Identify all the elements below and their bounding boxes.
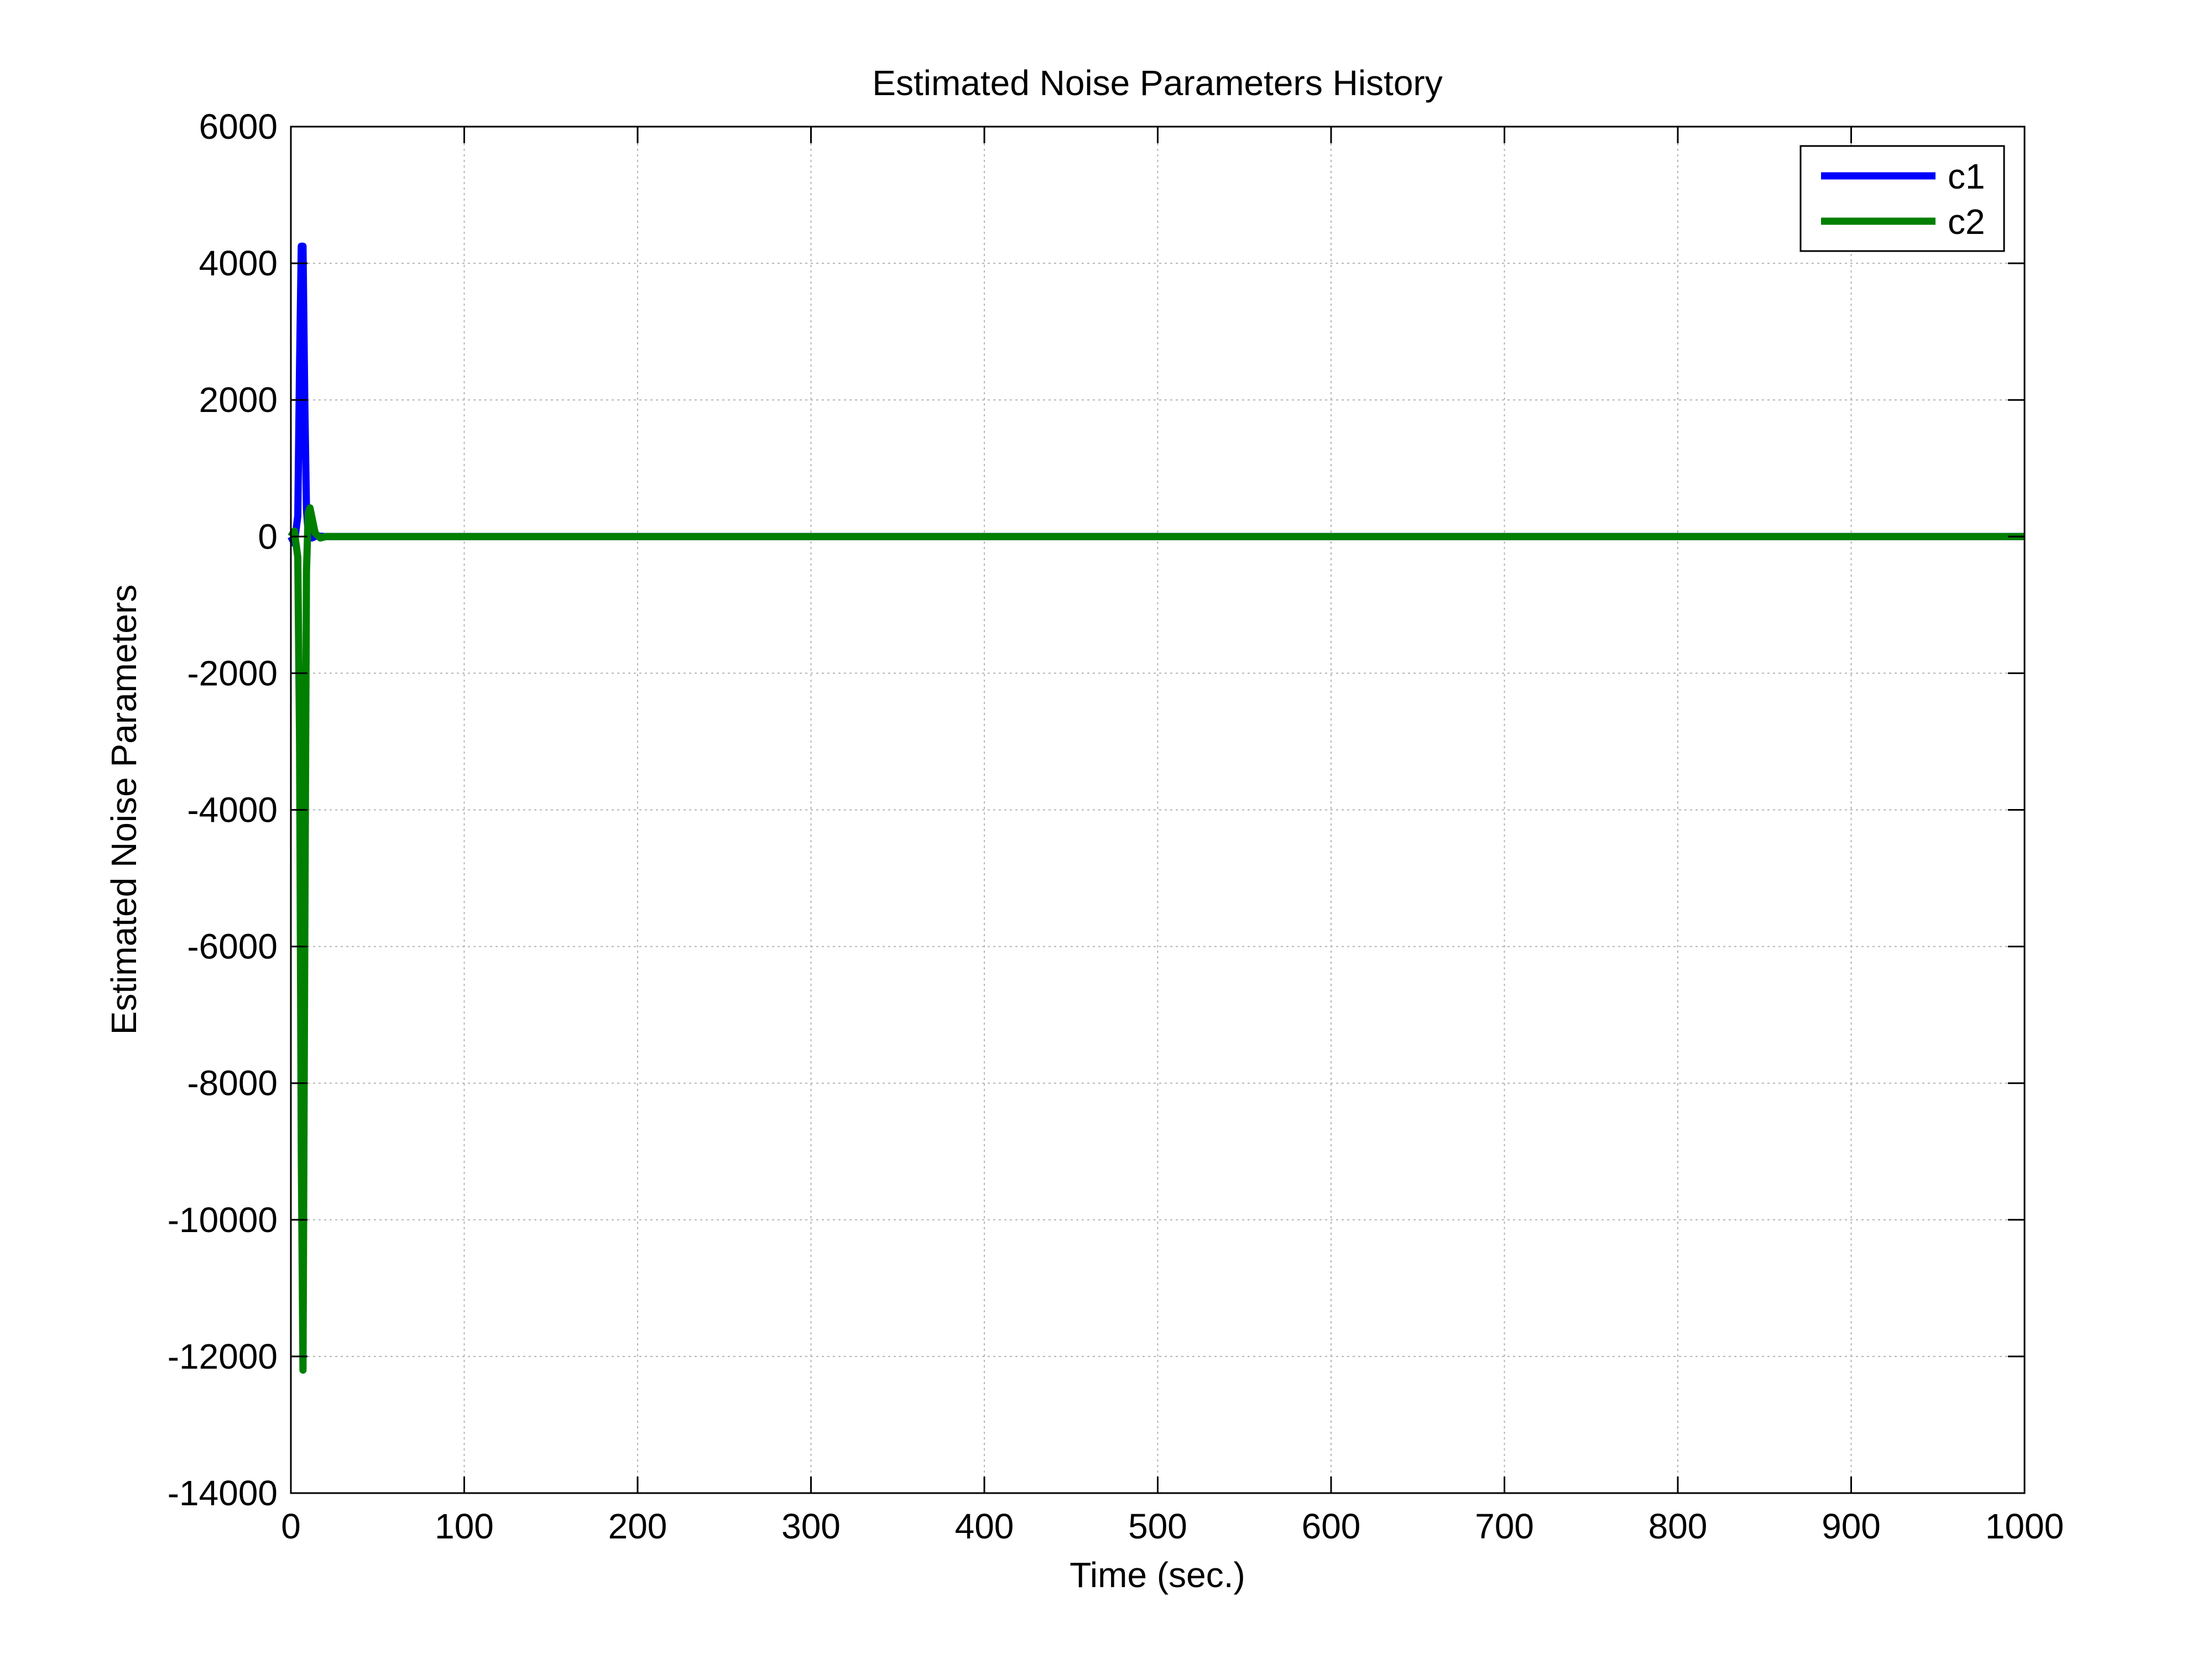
y-axis-label: Estimated Noise Parameters xyxy=(104,585,144,1035)
y-tick-label: -2000 xyxy=(187,653,278,693)
y-tick-label: -14000 xyxy=(168,1473,278,1513)
x-tick-label: 200 xyxy=(608,1506,667,1546)
legend-label-c1: c1 xyxy=(1948,156,1985,196)
y-tick-label: -8000 xyxy=(187,1063,278,1103)
x-axis-label: Time (sec.) xyxy=(1070,1555,1245,1595)
legend-label-c2: c2 xyxy=(1948,202,1985,242)
ticks: 0 100 200 300 400 500 600 700 800 900 1000 6000 4000… xyxy=(168,107,2064,1546)
x-tick-label: 600 xyxy=(1302,1506,1361,1546)
legend: c1 c2 xyxy=(1799,145,2005,252)
x-tick-label: 800 xyxy=(1648,1506,1708,1546)
y-tick-label: 6000 xyxy=(199,107,278,147)
y-tick-label: 4000 xyxy=(199,243,278,283)
x-tick-label: 500 xyxy=(1128,1506,1187,1546)
series-layer xyxy=(288,242,2025,1374)
chart-title: Estimated Noise Parameters History xyxy=(872,63,1442,103)
legend-box xyxy=(1799,145,2005,252)
x-tick-label: 900 xyxy=(1822,1506,1881,1546)
x-tick-label: 0 xyxy=(281,1506,301,1546)
y-tick-label: -4000 xyxy=(187,790,278,830)
x-tick-label: 1000 xyxy=(1985,1506,2064,1546)
y-tick-label: -10000 xyxy=(168,1200,278,1240)
y-tick-label: 0 xyxy=(258,517,278,556)
series-line-c2 xyxy=(288,504,2025,1374)
x-tick-label: 700 xyxy=(1475,1506,1534,1546)
x-tick-label: 100 xyxy=(435,1506,494,1546)
y-tick-label: -6000 xyxy=(187,927,278,967)
x-tick-label: 300 xyxy=(781,1506,841,1546)
y-tick-label: 2000 xyxy=(199,380,278,420)
y-tick-label: -12000 xyxy=(168,1337,278,1376)
x-tick-label: 400 xyxy=(955,1506,1014,1546)
